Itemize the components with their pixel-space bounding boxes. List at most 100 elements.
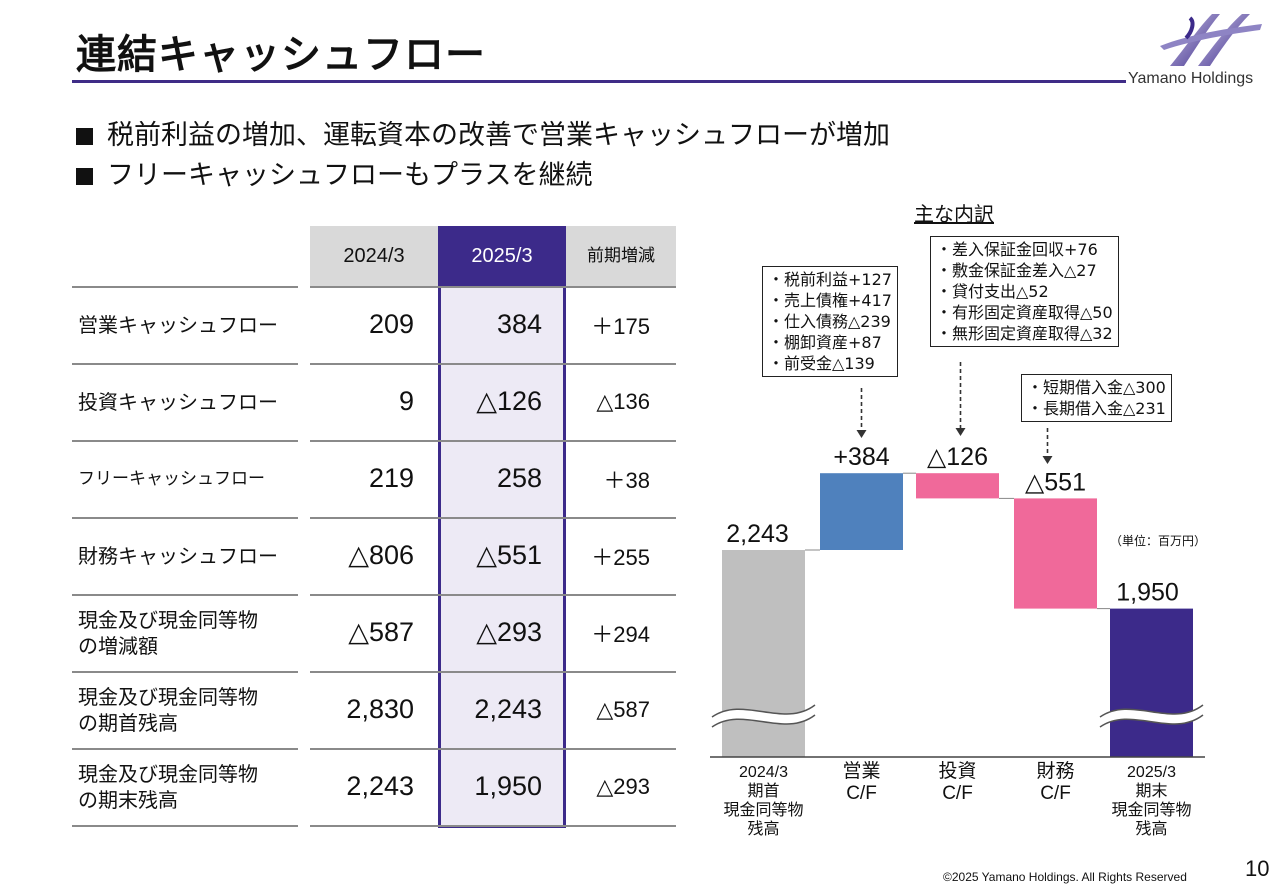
row-label: 営業キャッシュフロー	[78, 286, 298, 363]
axis-break-gap	[712, 705, 815, 727]
row-label-line: 現金及び現金同等物	[78, 607, 258, 632]
category-label: 現金同等物	[723, 801, 803, 819]
row-separator	[72, 671, 298, 673]
category-label: C/F	[1040, 783, 1071, 804]
category-label: 投資	[938, 760, 976, 782]
col-header-2024: 2024/3	[310, 226, 438, 286]
breakdown-item: ・仕入債務△239	[768, 312, 891, 331]
table-row: フリーキャッシュフロー 219 258 ＋38	[72, 440, 676, 517]
col-header-change-line: 増減	[621, 246, 655, 265]
category-label: C/F	[942, 783, 973, 804]
cell-v2025: 384	[496, 309, 542, 339]
cell-v2024: 2,830	[346, 694, 414, 724]
category-label: C/F	[846, 783, 877, 804]
row-label-line: の増減額	[78, 633, 158, 658]
table-row: 現金及び現金同等物 の増減額 △587 △293 ＋294	[72, 594, 676, 671]
table-row: 営業キャッシュフロー 209 384 ＋175	[72, 286, 676, 363]
value-label: △551	[1025, 468, 1086, 496]
row-separator	[438, 825, 566, 827]
waterfall-bar	[916, 473, 999, 499]
axis-break-line	[1099, 704, 1204, 718]
page-number: 10	[1245, 856, 1270, 881]
breakdown-item: ・税前利益+127	[768, 270, 892, 289]
breakdown-item: ・有形固定資産取得△50	[936, 303, 1113, 322]
row-separator	[438, 671, 566, 673]
row-separator	[310, 363, 438, 365]
category-label: 営業	[842, 760, 880, 782]
cell-v2025: △126	[476, 386, 542, 416]
row-separator	[72, 286, 298, 288]
breakdown-item: ・無形固定資産取得△32	[936, 324, 1113, 343]
row-separator	[566, 825, 676, 827]
row-separator	[72, 748, 298, 750]
arrow-head-icon	[856, 430, 867, 438]
breakdown-item: ・長期借入金△231	[1027, 399, 1166, 418]
row-label-line: の期首残高	[78, 710, 178, 735]
breakdown-item: ・貸付支出△52	[936, 282, 1049, 301]
table-row: 現金及び現金同等物 の期末残高 2,243 1,950 △293	[72, 748, 676, 825]
bullet-item: フリーキャッシュフローもプラスを継続	[76, 156, 890, 196]
page-title: 連結キャッシュフロー	[76, 32, 486, 78]
row-separator	[310, 671, 438, 673]
row-separator	[438, 748, 566, 750]
row-separator	[438, 517, 566, 519]
bullet-text: フリーキャッシュフローもプラスを継続	[107, 160, 593, 191]
cell-v2025: 1,950	[474, 771, 542, 801]
row-separator	[566, 748, 676, 750]
breakdown-item: ・敷金保証金差入△27	[936, 261, 1097, 280]
financing-breakdown-box: ・短期借入金△300 ・長期借入金△231	[1021, 374, 1172, 422]
arrow-head-icon	[1042, 456, 1053, 464]
row-label-line: 現金及び現金同等物	[78, 684, 258, 709]
row-separator	[438, 594, 566, 596]
row-separator	[310, 748, 438, 750]
row-separator	[72, 825, 298, 827]
cell-change: △293	[596, 773, 650, 799]
row-separator	[310, 594, 438, 596]
row-separator	[72, 440, 298, 442]
operating-breakdown-box: ・税前利益+127 ・売上債権+417 ・仕入債務△239 ・棚卸資産+87 ・前受金△…	[762, 266, 898, 377]
cell-change: ＋255	[591, 544, 650, 570]
breakdown-item: ・売上債権+417	[768, 291, 892, 310]
row-separator	[310, 825, 438, 827]
cell-v2025: 2,243	[474, 694, 542, 724]
col-header-2025: 2025/3	[438, 226, 566, 286]
copyright: ©2025 Yamano Holdings. All Rights Reserv…	[943, 870, 1187, 884]
waterfall-bar	[1110, 608, 1193, 757]
breakdown-item: ・差入保証金回収+76	[936, 240, 1098, 259]
company-logo	[1160, 14, 1262, 66]
cell-v2025: 258	[496, 463, 542, 493]
category-label: 現金同等物	[1111, 801, 1191, 819]
row-label: 投資キャッシュフロー	[78, 363, 298, 440]
category-label: 2025/3	[1127, 764, 1176, 781]
row-separator	[566, 363, 676, 365]
row-separator	[566, 440, 676, 442]
bullet-text: 税前利益の増加、運転資本の改善で営業キャッシュフローが増加	[107, 120, 890, 151]
cell-v2024: △806	[348, 540, 414, 570]
waterfall-bar	[722, 550, 805, 757]
cell-v2024: △587	[348, 617, 414, 647]
row-separator	[566, 286, 676, 288]
cell-v2025: △293	[476, 617, 542, 647]
axis-break-line	[1099, 714, 1204, 728]
company-name: Yamano Holdings	[1128, 70, 1254, 87]
category-label: 残高	[747, 820, 779, 838]
axis-break-gap	[1100, 705, 1203, 727]
row-label: 現金及び現金同等物 の増減額	[78, 594, 298, 671]
row-separator	[438, 440, 566, 442]
cell-v2025: △551	[476, 540, 542, 570]
bullet-list: 税前利益の増加、運転資本の改善で営業キャッシュフローが増加 フリーキャッシュフロ…	[76, 116, 890, 196]
cell-v2024: 209	[368, 309, 414, 339]
row-separator	[310, 440, 438, 442]
row-label-line: の期末残高	[78, 787, 178, 812]
row-separator	[566, 517, 676, 519]
cell-change: ＋38	[603, 467, 650, 493]
table-row: 財務キャッシュフロー △806 △551 ＋255	[72, 517, 676, 594]
row-label-line: 現金及び現金同等物	[78, 761, 258, 786]
row-separator	[438, 286, 566, 288]
row-separator	[72, 517, 298, 519]
breakdown-heading: 主な内訳	[914, 202, 994, 226]
breakdown-item: ・前受金△139	[768, 354, 875, 373]
row-label-line: フリーキャッシュフロー	[78, 468, 265, 489]
row-label-line: 財務キャッシュフロー	[78, 543, 278, 568]
highlight-column	[438, 286, 566, 828]
